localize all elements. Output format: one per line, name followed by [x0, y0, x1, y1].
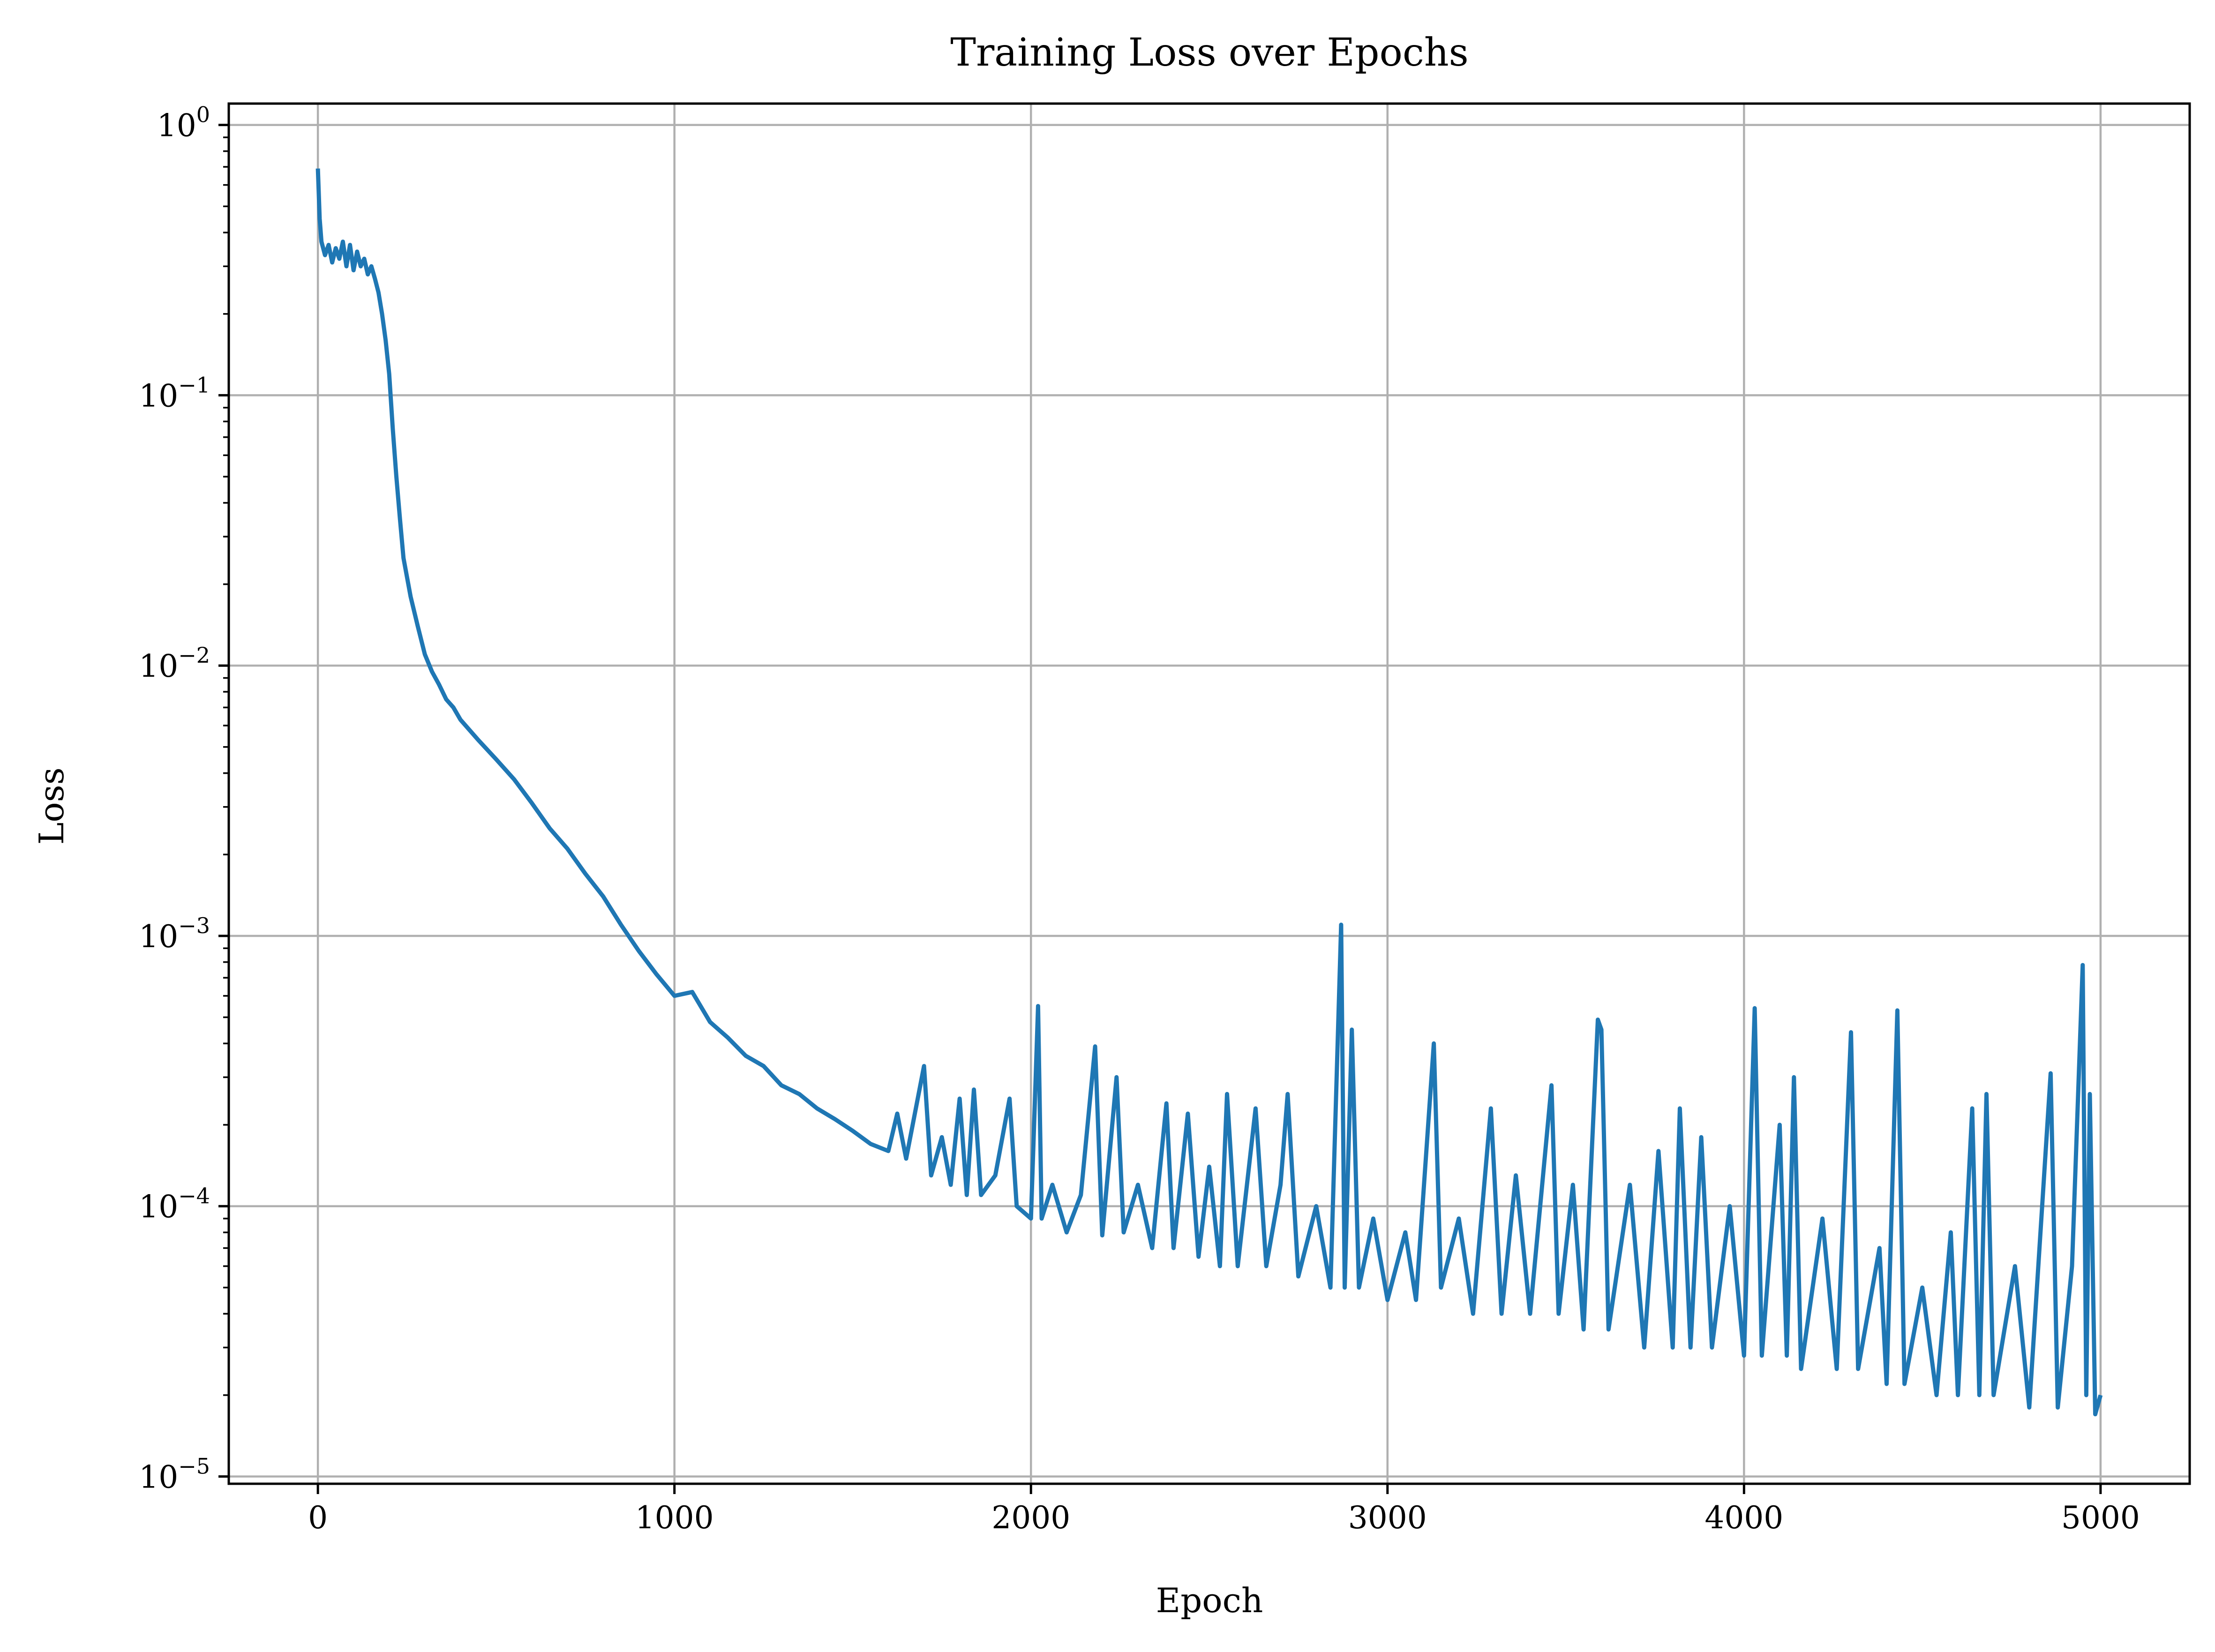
grid	[229, 104, 2190, 1484]
x-tick-label: 1000	[635, 1500, 714, 1536]
x-tick-label: 3000	[1348, 1500, 1427, 1536]
x-tick-label: 5000	[2061, 1500, 2140, 1536]
series-layer	[315, 168, 2103, 1417]
y-tick-label: 100	[157, 102, 210, 144]
y-tick-label: 10−4	[139, 1183, 210, 1225]
chart-title: Training Loss over Epochs	[950, 30, 1468, 75]
loss-line	[315, 168, 2103, 1417]
y-tick-label: 10−2	[139, 643, 210, 684]
x-axis-label: Epoch	[1156, 1581, 1263, 1620]
x-tick-label: 2000	[991, 1500, 1070, 1536]
x-tick-label: 4000	[1704, 1500, 1783, 1536]
axes-frame	[227, 102, 2191, 1485]
ticks: 0 1000 2000 3000 4000 5000 100 10−1 10−2 10−3 10−4…	[139, 102, 2140, 1536]
y-tick-label: 10−5	[139, 1454, 210, 1495]
y-axis-label: Loss	[32, 767, 71, 845]
y-tick-label: 10−3	[139, 913, 210, 955]
y-tick-label: 10−1	[139, 372, 210, 414]
x-tick-label: 0	[308, 1500, 328, 1536]
